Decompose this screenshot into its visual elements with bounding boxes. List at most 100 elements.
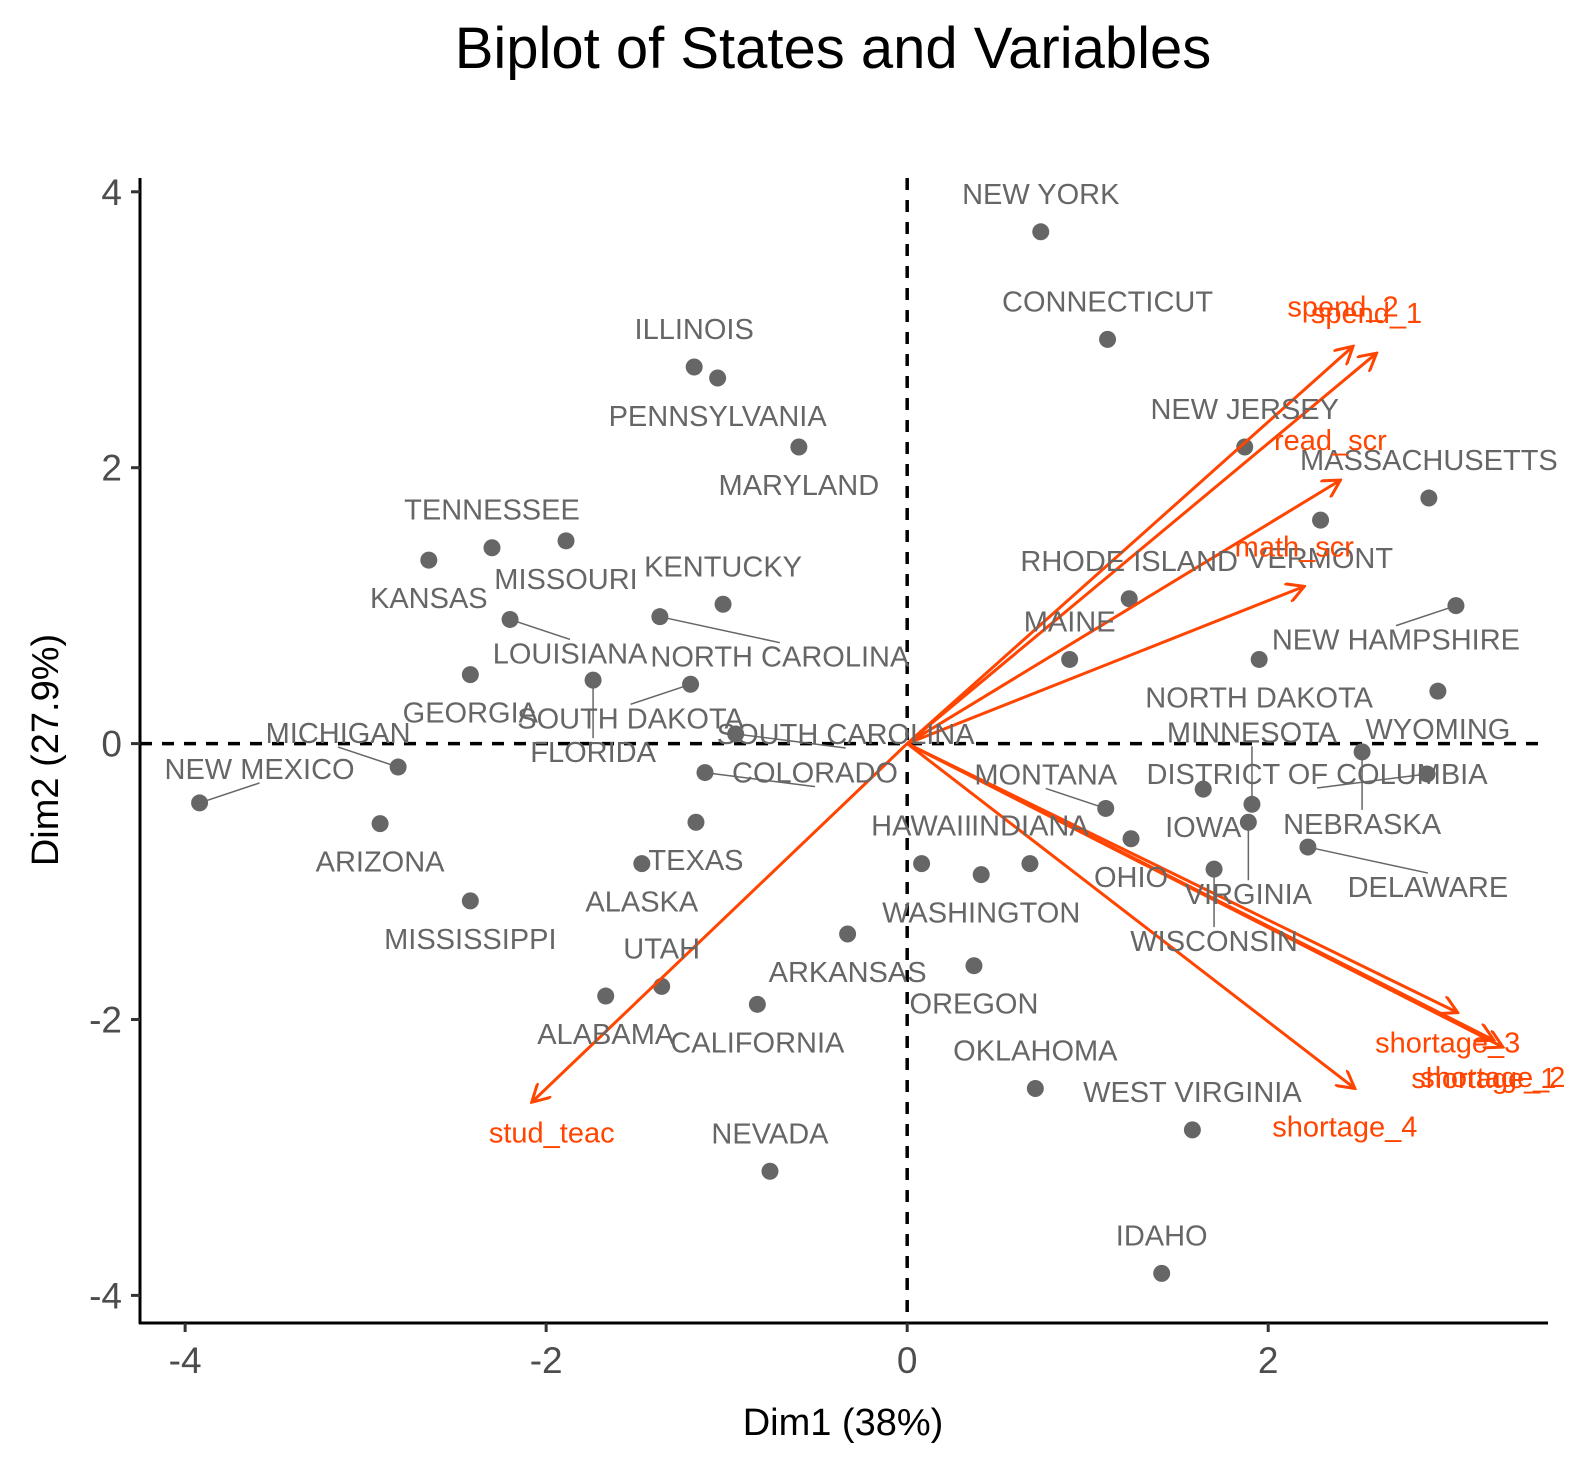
label-montana: MONTANA <box>974 759 1118 791</box>
y-tick-label: -2 <box>89 1000 122 1041</box>
label-west-virginia: WEST VIRGINIA <box>1083 1077 1302 1109</box>
arrow-read-scr <box>906 480 1340 745</box>
var-label-shortage-2: shortage_2 <box>1420 1062 1565 1094</box>
label-connector <box>509 618 571 641</box>
point-kentucky <box>714 595 732 613</box>
label-delaware: DELAWARE <box>1348 872 1509 904</box>
label-wisconsin: WISCONSIN <box>1130 926 1298 958</box>
label-kentucky: KENTUCKY <box>644 551 802 583</box>
label-arizona: ARIZONA <box>316 847 446 879</box>
label-alaska: ALASKA <box>585 887 698 919</box>
label-alabama: ALABAMA <box>537 1019 675 1051</box>
label-iowa: IOWA <box>1165 812 1242 844</box>
point-new-jersey <box>1236 438 1254 456</box>
label-vermont: VERMONT <box>1248 543 1393 575</box>
arrow-spend-1 <box>906 353 1376 745</box>
y-tick-label: 0 <box>101 724 122 765</box>
y-tick-label: 4 <box>101 172 122 213</box>
y-tick-label: -4 <box>89 1275 122 1316</box>
var-label-math-scr: math_scr <box>1235 531 1355 563</box>
label-nevada: NEVADA <box>711 1118 829 1150</box>
label-washington: WASHINGTON <box>882 898 1080 930</box>
point-new-york <box>1032 223 1050 241</box>
point-tennessee <box>483 539 501 557</box>
label-texas: TEXAS <box>648 845 743 877</box>
var-label-spend-1: spend_1 <box>1311 298 1422 330</box>
var-label-shortage-4: shortage_4 <box>1272 1111 1417 1143</box>
point-vermont <box>1312 511 1330 529</box>
label-south-carolina: SOUTH CAROLINA <box>717 719 975 751</box>
label-arkansas: ARKANSAS <box>769 957 927 989</box>
point-connecticut <box>1099 330 1117 348</box>
point-pennsylvania <box>709 369 727 387</box>
label-pennsylvania: PENNSYLVANIA <box>609 401 828 433</box>
arrow-shortage-4 <box>906 742 1355 1089</box>
point-north-dakota <box>1250 650 1268 668</box>
label-district-of-columbia: DISTRICT OF COLUMBIA <box>1147 759 1489 791</box>
point-iowa <box>1194 780 1212 798</box>
arrow-stud-teac <box>532 742 909 1103</box>
label-new-jersey: NEW JERSEY <box>1150 394 1339 426</box>
point-rhode-island <box>1120 590 1138 608</box>
label-california: CALIFORNIA <box>670 1027 845 1059</box>
label-louisiana: LOUISIANA <box>493 638 648 670</box>
label-virginia: VIRGINIA <box>1185 879 1313 911</box>
variable-arrows <box>532 346 1503 1102</box>
label-maine: MAINE <box>1024 606 1116 638</box>
x-tick-label: 0 <box>897 1340 918 1381</box>
label-florida: FLORIDA <box>530 737 656 769</box>
point-california <box>748 995 766 1013</box>
label-hawaii: HAWAII <box>871 811 972 843</box>
label-rhode-island: RHODE ISLAND <box>1020 546 1238 578</box>
label-connector <box>659 615 781 644</box>
var-label-read-scr: read_scr <box>1274 425 1387 457</box>
point-kansas <box>420 551 438 569</box>
x-tick-label: -4 <box>169 1340 202 1381</box>
label-connecticut: CONNECTICUT <box>1002 286 1213 318</box>
label-connector <box>704 771 816 788</box>
point-indiana <box>1021 855 1039 873</box>
label-connector <box>1045 787 1106 810</box>
label-south-dakota: SOUTH DAKOTA <box>517 703 744 735</box>
label-minnesota: MINNESOTA <box>1167 717 1338 749</box>
point-alabama <box>597 987 615 1005</box>
point-maine <box>1061 650 1079 668</box>
label-michigan: MICHIGAN <box>266 718 411 750</box>
label-wyoming: WYOMING <box>1365 714 1510 746</box>
point-texas <box>687 813 705 831</box>
label-kansas: KANSAS <box>370 583 488 615</box>
label-nebraska: NEBRASKA <box>1283 809 1442 841</box>
point-oregon <box>965 957 983 975</box>
label-georgia: GEORGIA <box>403 698 539 730</box>
label-maryland: MARYLAND <box>719 470 880 502</box>
label-north-carolina: NORTH CAROLINA <box>650 642 910 674</box>
point-alaska <box>633 855 651 873</box>
point-illinois <box>685 358 703 376</box>
point-georgia <box>461 666 479 684</box>
label-connector <box>1395 604 1457 627</box>
axes: -4 -2 0 2 -4 -2 0 2 4 <box>89 172 1548 1381</box>
label-connector <box>337 746 399 768</box>
label-connector <box>199 782 260 804</box>
x-tick-label: -2 <box>530 1340 563 1381</box>
label-mississippi: MISSISSIPPI <box>384 924 556 956</box>
label-connector <box>1307 846 1429 874</box>
y-axis-title: Dim2 (27.9%) <box>25 634 67 866</box>
state-labels: NEW YORK CONNECTICUT ILLINOIS PENNSYLVANIA M… <box>165 179 1558 1253</box>
arrow-math-scr <box>906 586 1304 745</box>
var-label-spend-2: spend_2 <box>1287 291 1398 323</box>
point-oklahoma <box>1026 1079 1044 1097</box>
y-tick-label: 2 <box>101 448 122 489</box>
point-hawaii <box>913 855 931 873</box>
point-ohio <box>1122 830 1140 848</box>
label-connector <box>630 683 691 705</box>
point-missouri <box>557 532 575 550</box>
label-north-dakota: NORTH DAKOTA <box>1145 682 1373 714</box>
arrow-spend-2 <box>906 346 1353 745</box>
label-new-hampshire: NEW HAMPSHIRE <box>1272 625 1520 657</box>
chart-title: Biplot of States and Variables <box>455 16 1212 81</box>
var-label-stud-teac: stud_teac <box>489 1117 615 1149</box>
point-utah <box>653 977 671 995</box>
